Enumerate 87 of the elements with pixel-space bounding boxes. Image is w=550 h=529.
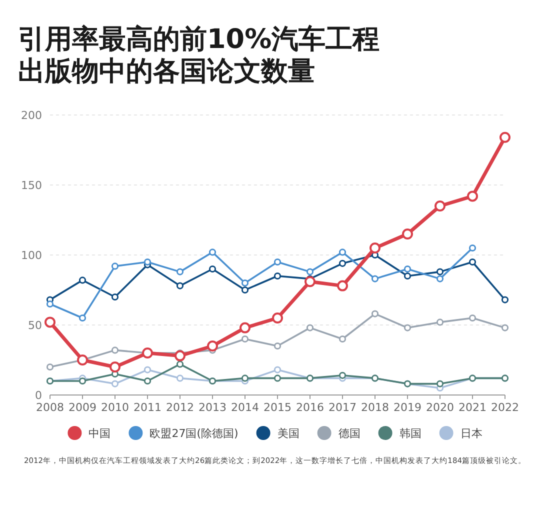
- point: [144, 377, 152, 385]
- point: [370, 242, 380, 254]
- point: [78, 276, 86, 284]
- point: [111, 346, 119, 354]
- point: [468, 314, 476, 322]
- point: [174, 350, 186, 362]
- point: [111, 380, 119, 388]
- point: [337, 280, 348, 292]
- point: [500, 132, 510, 143]
- point: [241, 286, 249, 294]
- point: [176, 360, 184, 368]
- point: [144, 258, 152, 266]
- point: [338, 372, 346, 379]
- point: [207, 340, 218, 352]
- y-tick-label: 0: [35, 389, 42, 402]
- x-tick-label: 2011: [134, 401, 162, 414]
- point: [338, 248, 346, 256]
- point: [110, 362, 120, 372]
- point: [208, 248, 216, 256]
- x-tick-label: 2013: [198, 401, 226, 414]
- legend-label: 欧盟27国(除德国): [150, 427, 238, 440]
- y-tick-label: 150: [21, 179, 42, 192]
- chart-title: 引用率最高的前10%汽车工程出版物中的各国论文数量: [18, 24, 380, 87]
- y-tick-label: 200: [21, 109, 42, 122]
- legend-label: 日本: [460, 427, 482, 440]
- x-tick-label: 2021: [458, 401, 486, 414]
- x-tick-label: 2019: [394, 401, 422, 414]
- point: [371, 275, 379, 282]
- point: [304, 276, 316, 288]
- point: [467, 190, 478, 202]
- point: [272, 312, 283, 324]
- point: [176, 282, 184, 290]
- point: [176, 374, 184, 382]
- point: [208, 265, 216, 273]
- point: [78, 314, 86, 322]
- point: [241, 374, 249, 382]
- point: [46, 300, 54, 308]
- legend-label: 德国: [338, 427, 360, 440]
- point: [111, 293, 119, 301]
- point: [144, 366, 152, 374]
- x-tick-label: 2014: [231, 401, 259, 414]
- point: [436, 275, 444, 282]
- point: [274, 272, 282, 280]
- x-tick-label: 2020: [426, 401, 454, 414]
- x-tick-label: 2016: [296, 401, 324, 414]
- point: [501, 296, 509, 304]
- x-tick-label: 2017: [328, 401, 356, 414]
- point: [436, 268, 444, 276]
- x-tick-label: 2010: [101, 401, 129, 414]
- point: [436, 318, 444, 326]
- legend-label: 韩国: [399, 427, 422, 440]
- point: [274, 374, 282, 382]
- point: [404, 324, 412, 332]
- y-tick-label: 50: [28, 319, 42, 332]
- point: [274, 342, 282, 350]
- point: [501, 324, 509, 332]
- x-tick-label: 2009: [68, 401, 96, 414]
- point: [78, 377, 86, 385]
- point: [371, 310, 379, 318]
- point: [404, 272, 412, 280]
- point: [306, 324, 314, 332]
- point: [44, 316, 56, 328]
- point: [338, 260, 346, 267]
- x-tick-label: 2018: [361, 401, 389, 414]
- x-tick-label: 2022: [491, 401, 519, 414]
- point: [306, 268, 314, 276]
- point: [468, 244, 476, 252]
- x-tick-label: 2012: [166, 401, 194, 414]
- point: [404, 265, 412, 273]
- point: [274, 366, 282, 374]
- point: [46, 363, 54, 371]
- point: [241, 279, 249, 287]
- point: [468, 258, 476, 266]
- x-tick-label: 2015: [264, 401, 292, 414]
- point: [434, 200, 446, 212]
- y-tick-label: 100: [21, 249, 42, 262]
- point: [241, 335, 249, 343]
- point: [436, 380, 444, 388]
- legend-label: 中国: [88, 427, 111, 440]
- x-tick-label: 2008: [36, 401, 64, 414]
- point: [338, 335, 346, 343]
- legend-label: 美国: [277, 427, 300, 440]
- point: [274, 258, 282, 266]
- point: [111, 262, 119, 270]
- point: [402, 228, 413, 240]
- point: [240, 322, 250, 334]
- point: [176, 268, 184, 276]
